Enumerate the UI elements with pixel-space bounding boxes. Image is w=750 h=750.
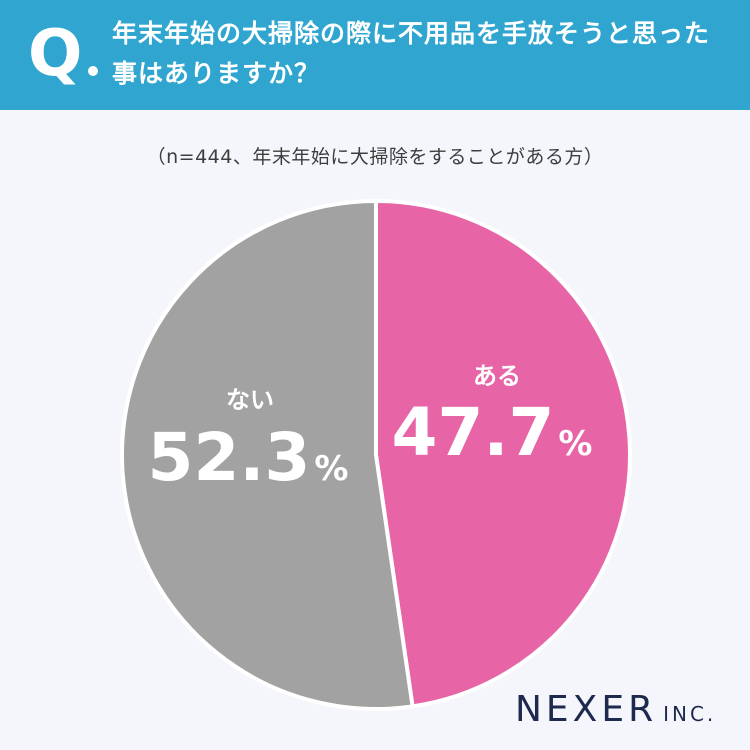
slice-value-nai: 52.3%	[148, 419, 349, 496]
brand-logo: NEXER INC.	[515, 688, 716, 736]
brand-name: NEXER	[515, 689, 658, 730]
brand-suffix: INC.	[663, 702, 717, 726]
slice-label-nai: ない	[226, 386, 274, 414]
slice-label-aru: ある	[473, 362, 521, 390]
sample-note: （n=444、年末年始に大掃除をすることがある方）	[146, 146, 604, 168]
pie-slice-nai	[120, 199, 415, 711]
pie-slice-aru	[374, 199, 632, 709]
q-mark: Q	[28, 17, 83, 91]
question-header: Q 年末年始の大掃除の際に不用品を手放そうと思った事はありますか？	[0, 0, 750, 110]
q-dot-icon	[88, 66, 98, 76]
question-text: 年末年始の大掃除の際に不用品を手放そうと思った事はありますか？	[112, 19, 711, 88]
slice-value-aru: 47.7%	[392, 394, 593, 471]
